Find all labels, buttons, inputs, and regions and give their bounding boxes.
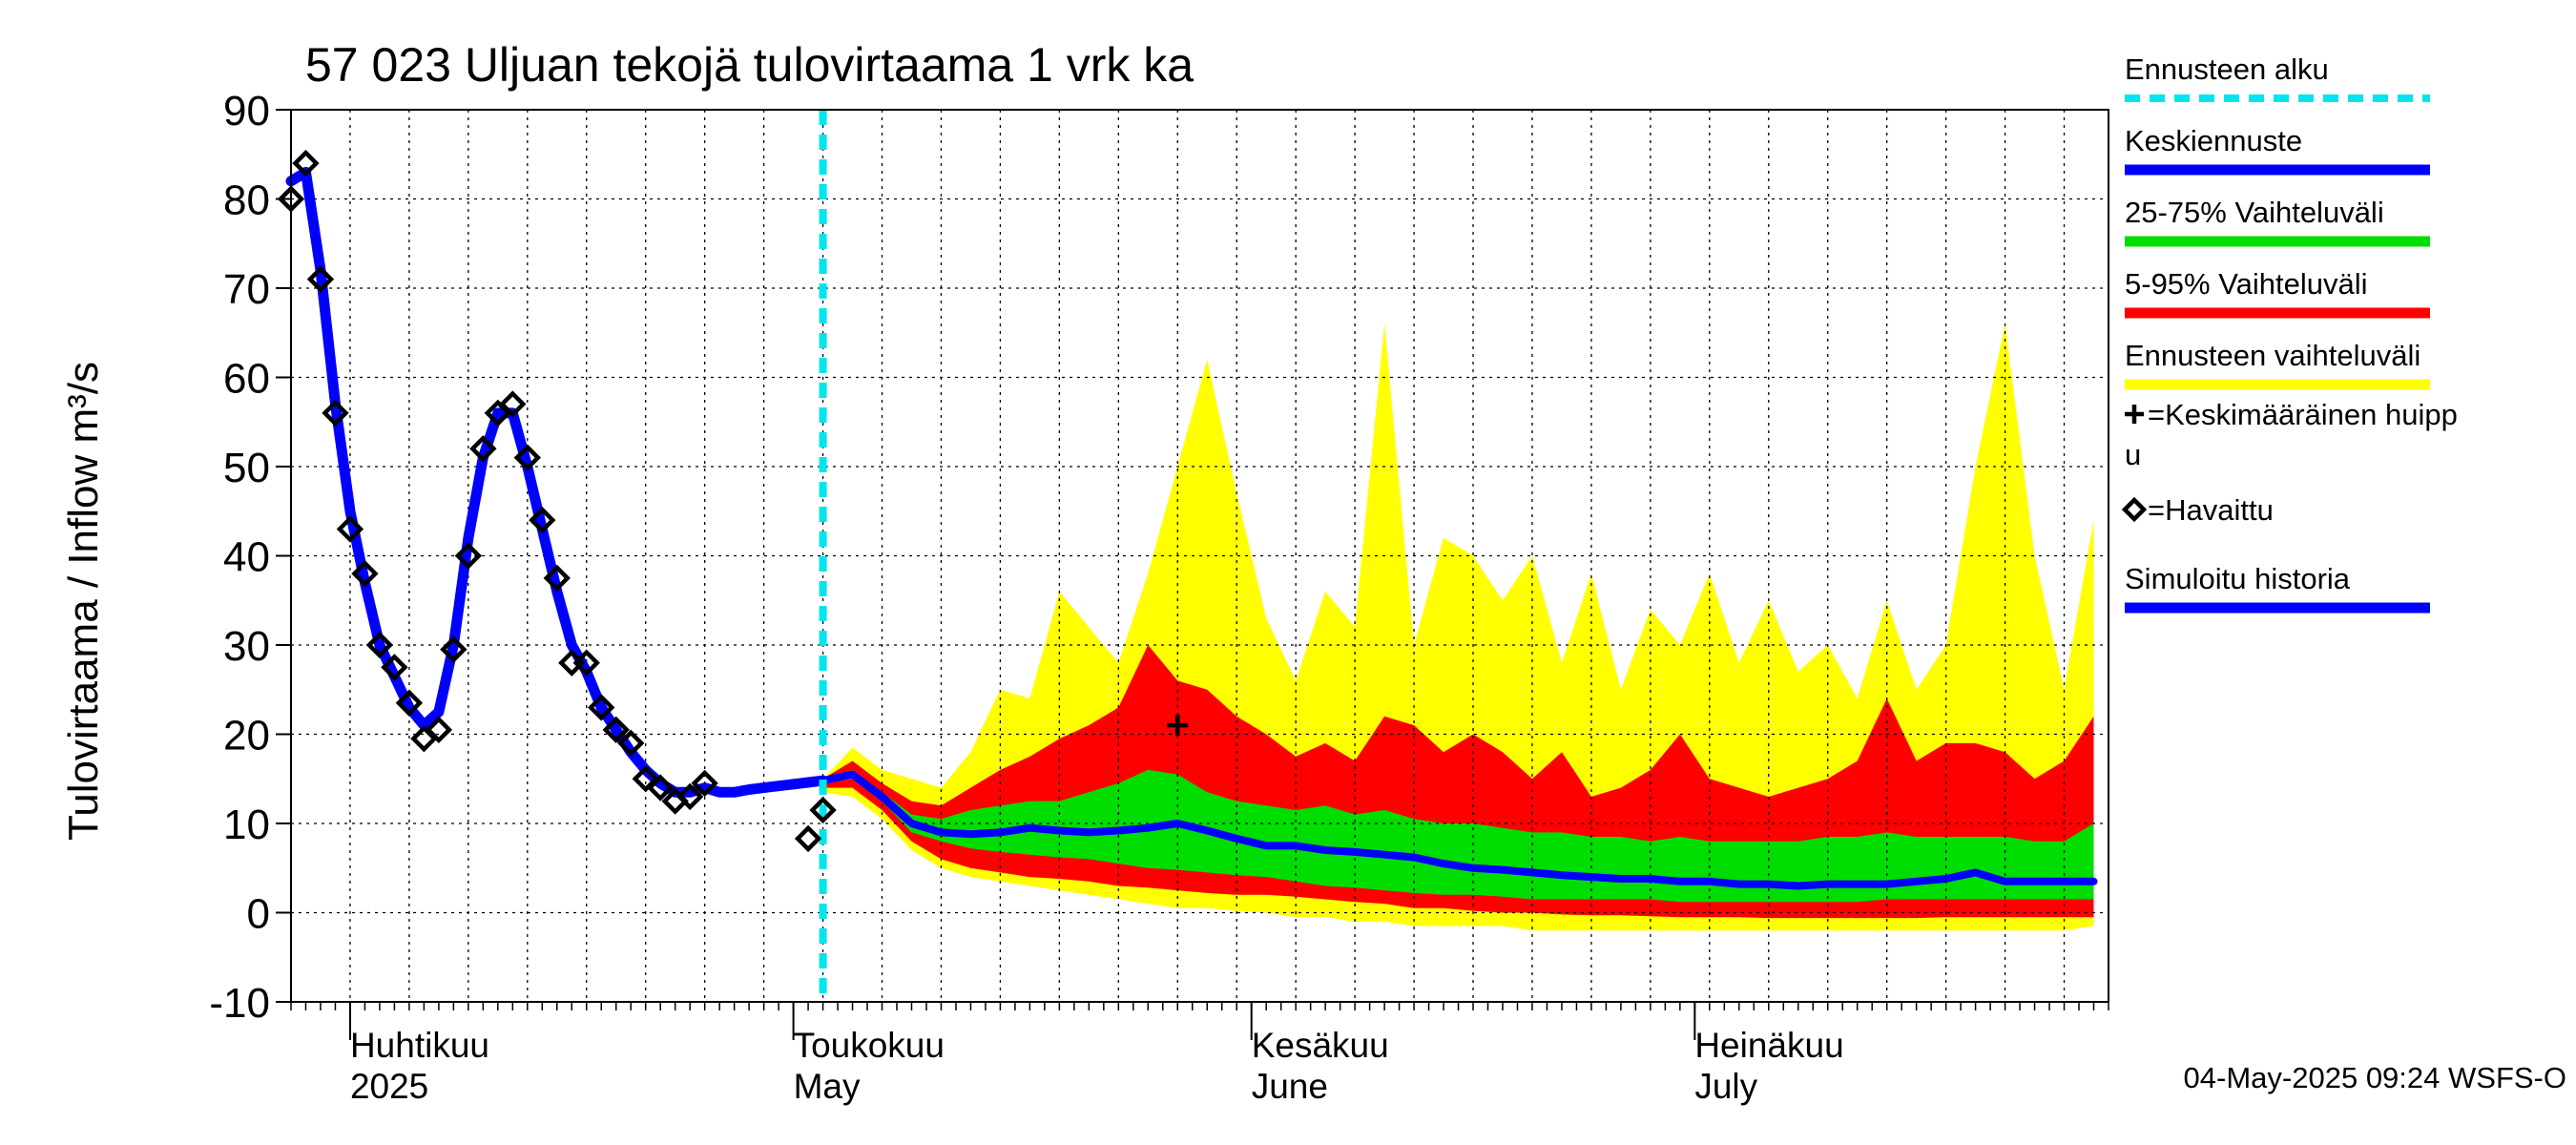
- observed-point: [691, 769, 718, 798]
- legend-label: Keskiennuste: [2125, 124, 2302, 157]
- observed-point: [365, 631, 394, 659]
- x-month-label-en: 2025: [350, 1067, 428, 1106]
- legend-label: Ennusteen vaihteluväli: [2125, 339, 2420, 372]
- x-month-label-fi: Heinäkuu: [1694, 1026, 1843, 1065]
- legend-label: =Keskimääräinen huipp: [2148, 398, 2458, 431]
- observed-point: [454, 542, 483, 570]
- observed-point: [617, 729, 645, 758]
- observed-point: [306, 265, 335, 293]
- observed-point: [499, 390, 527, 418]
- observed-point: [322, 399, 349, 427]
- band-25-75: [822, 769, 2094, 903]
- observed-point: [381, 654, 408, 681]
- observed-point: [292, 149, 320, 177]
- forecast-bands: [822, 323, 2094, 931]
- legend-label: 25-75% Vaihteluväli: [2125, 196, 2384, 229]
- x-month-label-en: July: [1694, 1067, 1757, 1106]
- observed-point: [513, 444, 541, 471]
- observed-point: [351, 560, 379, 588]
- y-tick-label: 50: [223, 445, 270, 491]
- legend-label: Simuloitu historia: [2125, 562, 2351, 595]
- observed-point: [425, 716, 453, 744]
- y-tick-label: 30: [223, 623, 270, 670]
- observed-point: [588, 694, 615, 721]
- observed-point: [794, 824, 822, 853]
- median-forecast-line: [819, 770, 2098, 890]
- y-tick-label: 20: [223, 713, 270, 760]
- legend-label-wrap: u: [2125, 438, 2141, 471]
- y-tick-label: 40: [223, 534, 270, 581]
- legend-plus-icon: [2125, 405, 2144, 424]
- observed-point: [469, 435, 497, 463]
- observed-point: [572, 649, 600, 677]
- x-month-label-en: May: [794, 1067, 861, 1106]
- x-month-label-fi: Toukokuu: [794, 1026, 945, 1065]
- observed-point: [529, 506, 556, 534]
- y-tick-label: 80: [223, 177, 270, 224]
- y-tick-label: -10: [209, 980, 270, 1027]
- observed-point: [632, 765, 659, 793]
- x-month-label-en: June: [1252, 1067, 1328, 1106]
- legend-label: =Havaittu: [2148, 493, 2274, 527]
- y-tick-label: 90: [223, 88, 270, 135]
- y-axis-label: Tulovirtaama / Inflow m³/s: [60, 362, 107, 841]
- observed-point: [809, 796, 837, 824]
- observed-point: [336, 515, 364, 543]
- legend-diamond-icon: [2121, 496, 2148, 523]
- legend-label: Ennusteen alku: [2125, 52, 2329, 86]
- observed-point: [602, 716, 630, 744]
- x-month-label-fi: Huhtikuu: [350, 1026, 489, 1065]
- average-peak-marker: [1167, 715, 1189, 737]
- observed-point: [543, 564, 571, 593]
- observed-point: [675, 782, 704, 811]
- legend-label: 5-95% Vaihteluväli: [2125, 267, 2367, 301]
- observed-point: [440, 635, 467, 663]
- y-tick-label: 70: [223, 266, 270, 313]
- y-tick-label: 0: [247, 891, 270, 938]
- footer-timestamp: 04-May-2025 09:24 WSFS-O: [2184, 1061, 2566, 1094]
- chart-title: 57 023 Uljuan tekojä tulovirtaama 1 vrk …: [305, 38, 1194, 92]
- y-tick-label: 60: [223, 356, 270, 403]
- legend: Ennusteen alku Keskiennuste 25-75% Vaihtel…: [2121, 52, 2458, 614]
- observed-point: [647, 774, 675, 802]
- x-month-label-fi: Kesäkuu: [1252, 1026, 1389, 1065]
- observed-point: [395, 689, 424, 717]
- y-tick-label: 10: [223, 802, 270, 848]
